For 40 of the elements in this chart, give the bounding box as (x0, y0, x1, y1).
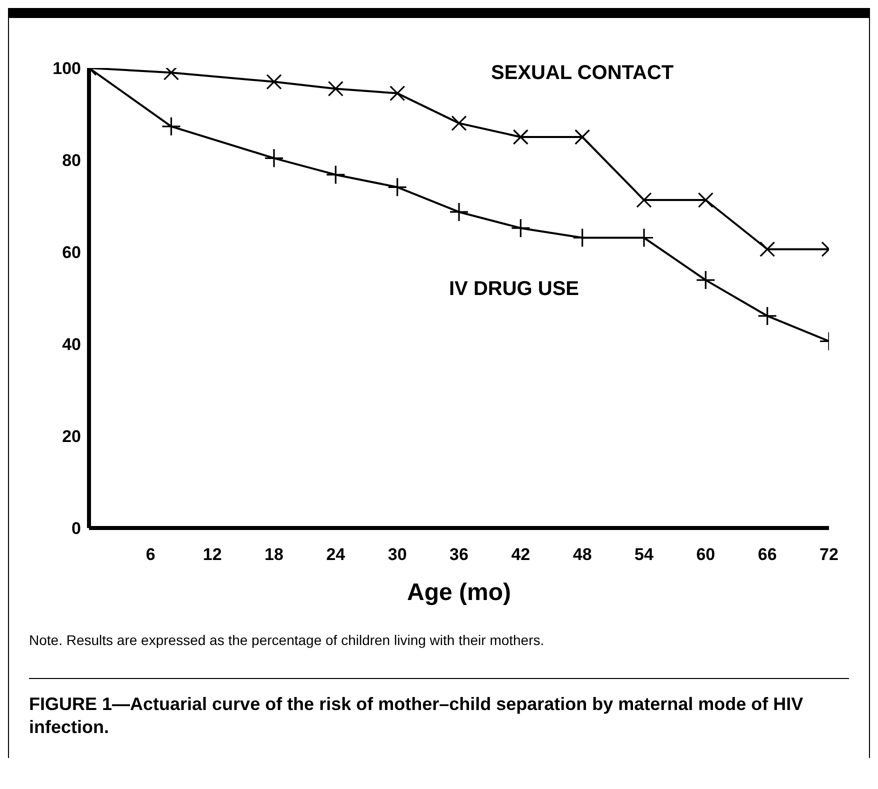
y-tick-label: 20 (62, 427, 81, 446)
point (388, 177, 408, 197)
point (574, 129, 590, 145)
text: FIGURE 1—Actuarial curve of the risk of mother–child separation by maternal mode of HIV infection. (28, 693, 804, 738)
series-label: IV DRUG USE (448, 278, 580, 301)
point (328, 80, 344, 96)
x-tick-label: 60 (696, 545, 716, 564)
point (758, 306, 778, 326)
y-tick-label: 80 (62, 151, 81, 170)
x-tick-label: 24 (326, 545, 346, 564)
x-tick-label: 12 (202, 545, 222, 564)
x-tick-label: 54 (634, 545, 654, 564)
text: SEXUAL CONTACT (490, 62, 675, 85)
x-tick-label: 66 (758, 545, 777, 564)
x-tick-label: 30 (388, 545, 407, 564)
x-tick-label: 72 (820, 545, 838, 564)
y-tick-label: 60 (62, 243, 81, 262)
point (696, 270, 716, 290)
point (760, 241, 776, 258)
point (264, 148, 284, 168)
x-tick-label: 36 (450, 545, 468, 564)
x-tick-label: 18 (264, 545, 284, 564)
point (390, 86, 406, 102)
point (266, 74, 282, 90)
y-tick-label: 40 (62, 335, 81, 354)
x-tick-label: 48 (572, 545, 592, 564)
point (451, 115, 467, 131)
y-tick-label: 100 (52, 59, 81, 78)
point (161, 116, 182, 136)
text: Note. Results are expressed as the percentage of children living with their mothers. (28, 631, 546, 648)
point (512, 129, 528, 145)
point (326, 164, 346, 185)
x-tick-label: 42 (511, 545, 530, 564)
x-tick-label: 6 (146, 545, 156, 564)
point (636, 192, 652, 208)
point (698, 192, 714, 208)
point (510, 218, 530, 238)
y-tick-label: 0 (72, 519, 81, 538)
point (449, 202, 469, 222)
x-axis-title: Age (mo) (407, 579, 511, 606)
